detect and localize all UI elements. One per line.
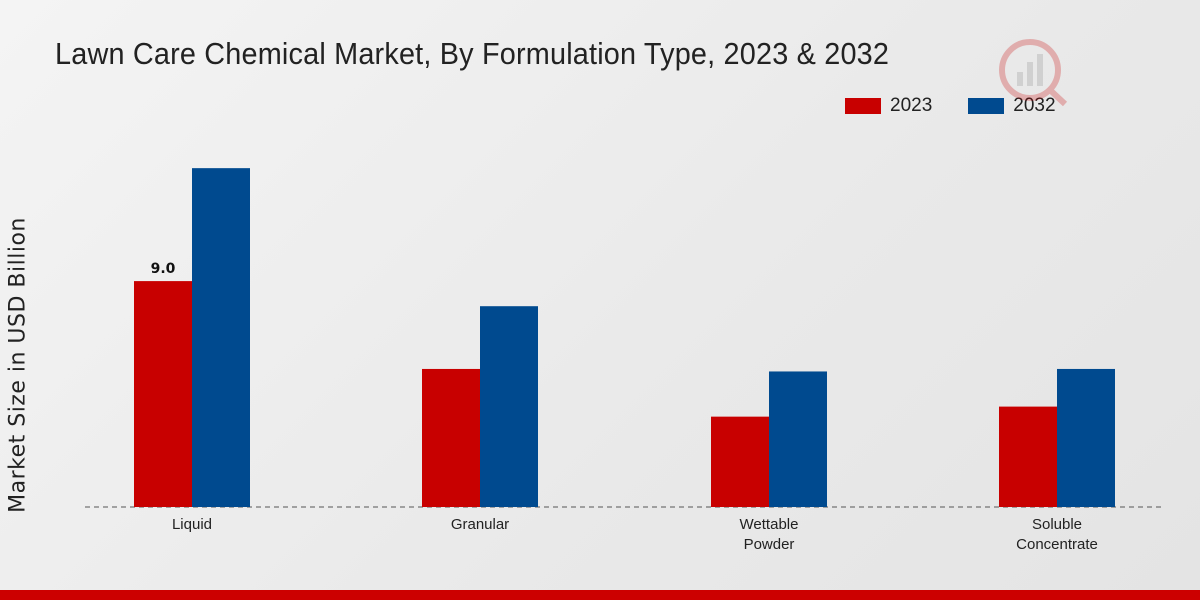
legend-label-2032: 2032	[1013, 95, 1056, 116]
legend-swatch-2032	[968, 98, 1005, 114]
x-tick-label-wettable-powder: Wettable Powder	[740, 516, 799, 553]
legend-label-2023: 2023	[890, 95, 933, 116]
bar-2023-wettable-powder	[711, 416, 769, 507]
legend-item-2032: 2032	[968, 95, 1056, 117]
bar-2023-liquid	[134, 281, 192, 507]
legend: 2023 2032	[845, 95, 1092, 117]
x-tick-label-soluble-concentrate: Soluble Concentrate	[1016, 516, 1098, 553]
chart-title: Lawn Care Chemical Market, By Formulatio…	[55, 36, 890, 71]
legend-item-2023: 2023	[845, 95, 932, 117]
bar-2032-soluble-concentrate	[1057, 368, 1115, 507]
legend-swatch-2023	[845, 98, 881, 114]
bottom-accent-bar	[0, 590, 1200, 600]
bar-2032-wettable-powder	[769, 371, 827, 507]
data-label: 9.0	[151, 261, 176, 277]
bar-2032-liquid	[192, 168, 250, 507]
bar-2023-granular	[422, 368, 480, 507]
watermark-logo-icon	[999, 39, 1068, 107]
x-tick-label-liquid: Liquid	[172, 516, 212, 533]
bar-2032-granular	[480, 306, 538, 507]
x-tick-label-granular: Granular	[451, 516, 509, 533]
bar-2023-soluble-concentrate	[999, 406, 1057, 507]
